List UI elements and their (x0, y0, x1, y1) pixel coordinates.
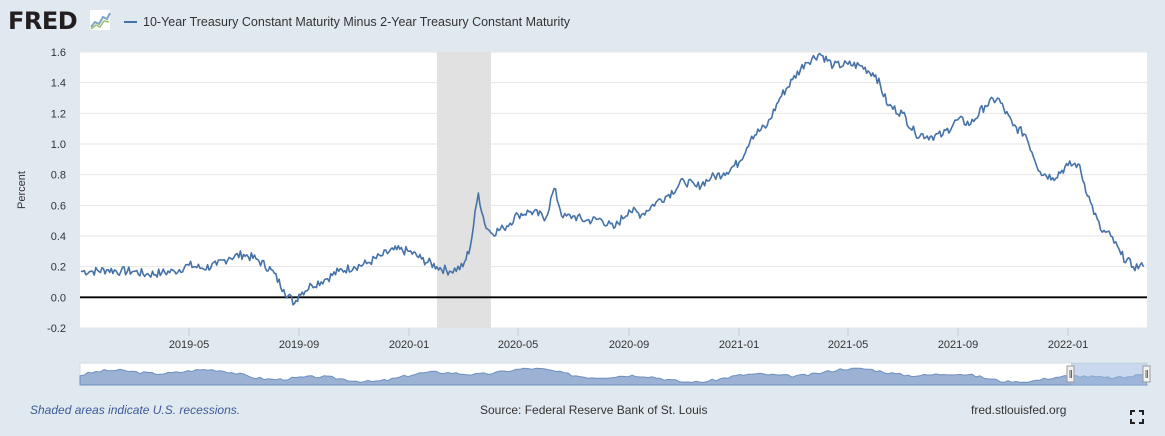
fred-logo[interactable]: FRED (8, 7, 78, 35)
series-line (80, 52, 1145, 306)
x-tick-label: 2019-09 (279, 339, 319, 351)
y-tick-label: 0.0 (51, 292, 66, 304)
x-tick-label: 2021-05 (828, 339, 868, 351)
navigator-selection (1071, 363, 1147, 385)
recession-note: Shaded areas indicate U.S. recessions. (30, 403, 241, 417)
navigator-series (79, 367, 1148, 386)
chart-legend[interactable]: 10-Year Treasury Constant Maturity Minus… (124, 13, 570, 31)
x-tick-label: 2019-05 (169, 339, 209, 351)
x-axis-ticks: 2019-05 2019-09 2020-01 2020-05 2020-09 2021-… (169, 328, 1088, 351)
y-axis-label: Percent (16, 171, 28, 209)
x-tick-label: 2020-09 (609, 339, 649, 351)
y-tick-label: 0.4 (51, 231, 66, 243)
x-tick-label: 2021-01 (719, 339, 759, 351)
x-tick-label: 2020-01 (389, 339, 429, 351)
y-tick-label: 1.4 (51, 78, 66, 90)
y-tick-label: 0.2 (51, 262, 66, 274)
y-tick-label: 1.6 (51, 47, 66, 59)
y-tick-label: 0.6 (51, 200, 66, 212)
y-axis-ticks: 1.6 1.4 1.2 1.0 0.8 0.6 0.4 0.2 0.0 -0.2 (47, 47, 66, 335)
x-tick-label: 2022-01 (1048, 339, 1088, 351)
recession-band (436, 52, 491, 328)
y-tick-label: 1.2 (51, 108, 66, 120)
y-tick-label: -0.2 (47, 323, 66, 335)
fred-graph-icon (89, 9, 111, 31)
plot-background (80, 52, 1147, 328)
source-text: Source: Federal Reserve Bank of St. Loui… (480, 403, 708, 417)
site-link[interactable]: fred.stlouisfed.org (971, 403, 1067, 417)
x-tick-label: 2020-05 (498, 339, 538, 351)
x-tick-label: 2021-09 (938, 339, 978, 351)
fullscreen-icon[interactable] (1130, 410, 1144, 424)
navigator-right-handle[interactable] (1142, 365, 1151, 383)
navigator-left-handle[interactable] (1066, 365, 1075, 383)
y-tick-label: 1.0 (51, 139, 66, 151)
y-tick-label: 0.8 (51, 170, 66, 182)
legend-series-title: 10-Year Treasury Constant Maturity Minus… (143, 15, 571, 29)
legend-swatch (124, 21, 137, 23)
